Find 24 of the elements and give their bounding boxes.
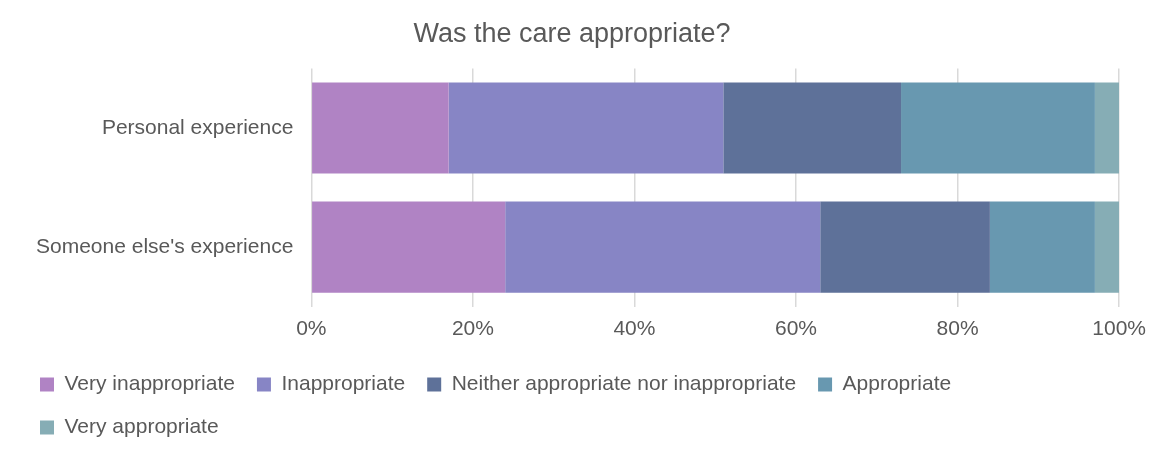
x-tick-label: 60% [775,316,818,340]
bar [1094,82,1120,174]
y-tick-label: Someone else's experience [35,234,294,257]
bar [312,201,506,293]
x-tick-label: 80% [936,316,979,340]
bar [989,201,1095,293]
bar [312,82,449,174]
bar [901,82,1095,174]
legend-label: Appropriate [842,371,952,395]
bar [505,201,821,293]
bar [820,201,990,293]
x-tick-label: 40% [613,316,656,340]
x-tick-label: 100% [1092,316,1146,340]
x-tick-label: 0% [296,316,327,340]
legend-label: Inappropriate [281,371,406,395]
bar [723,82,902,174]
y-tick-label: Personal experience [101,114,294,138]
bar [448,82,724,174]
x-tick-label: 20% [451,316,494,340]
legend-label: Neither appropriate nor inappropriate [451,371,797,395]
legend-label: Very inappropriate [64,371,235,395]
bar [1094,201,1120,293]
chart-title: Was the care appropriate? [413,17,731,48]
legend-label: Very appropriate [64,414,219,438]
